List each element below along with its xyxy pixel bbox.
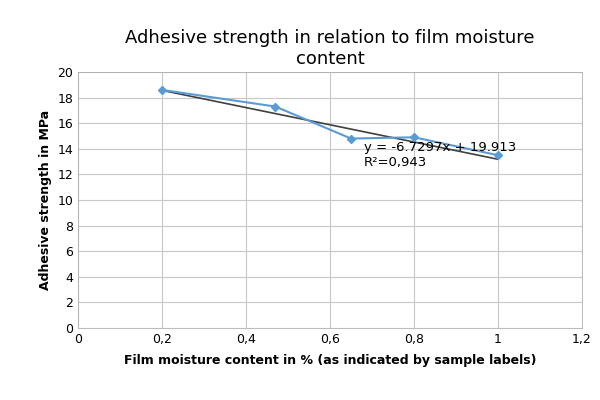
X-axis label: Film moisture content in % (as indicated by sample labels): Film moisture content in % (as indicated…: [124, 354, 536, 367]
Title: Adhesive strength in relation to film moisture
content: Adhesive strength in relation to film mo…: [125, 29, 535, 68]
Text: y = -6.7297x + 19.913
R²=0,943: y = -6.7297x + 19.913 R²=0,943: [364, 141, 516, 169]
Y-axis label: Adhesive strength in MPa: Adhesive strength in MPa: [39, 110, 52, 290]
